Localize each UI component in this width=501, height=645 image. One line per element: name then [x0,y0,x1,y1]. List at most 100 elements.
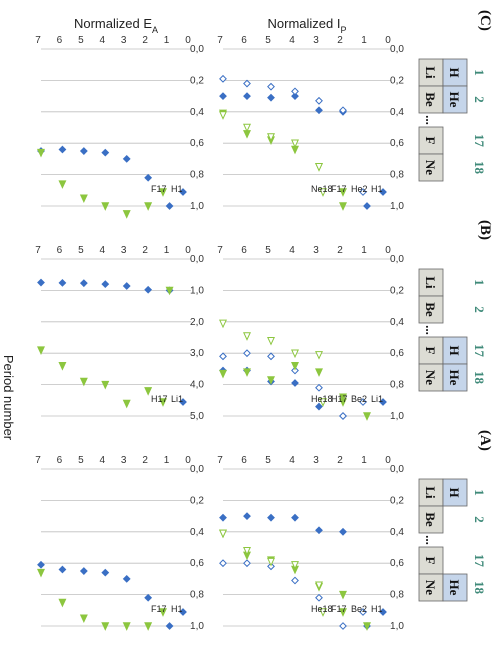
y-tick-label: 0,6 [390,348,404,359]
data-point [165,202,174,210]
data-point [267,93,275,102]
x-tick-label: 7 [35,35,41,46]
data-point [339,106,347,115]
group-label: 1 [472,279,487,286]
legend-label: Ne18 [311,184,333,194]
x-tick-label: 7 [35,455,41,466]
data-point [37,278,45,287]
table-cell-label: Ne [423,370,438,385]
y-tick-label: 0,4 [190,527,204,538]
x-tick-label: 5 [265,245,271,256]
data-point [339,527,347,536]
table-cell-label: He [447,370,462,386]
data-point [339,590,347,600]
data-point [144,593,153,602]
x-tick-label: 2 [337,245,343,256]
x-tick-label: 3 [313,245,319,256]
x-tick-label: 7 [217,245,223,256]
data-point [219,559,227,568]
x-tick-label: 2 [142,245,148,256]
x-tick-label: 4 [100,455,106,466]
legend-marker [319,608,327,617]
legend-label: H1 [171,604,183,614]
x-tick-label: 3 [121,35,127,46]
table-cell-label: Be [423,512,438,527]
y-tick-label: 0,8 [390,590,404,601]
y-tick-label: 0,0 [390,254,404,265]
y-tick-label: 0,6 [390,558,404,569]
table-cell [418,153,444,182]
data-point [122,622,131,631]
table-cell [442,573,468,602]
group-label: 17 [472,344,487,358]
legend-label: F17 [331,604,347,614]
chart-a-2: 0,0 0,2 0,4 0,6 0,8 1,0 0 1 2 3 4 5 6 7 H1 F17 [35,455,204,632]
data-point [58,145,67,154]
data-point [267,376,275,385]
table-cell-label: F [423,137,438,145]
y-tick-label: 0,8 [390,380,404,391]
data-point [79,279,88,288]
y-tick-label: 0,4 [390,317,404,328]
data-point [144,622,153,631]
data-point [291,362,299,371]
x-tick-label: 5 [265,455,271,466]
y-tick-label: 0,0 [390,44,404,55]
data-point [267,82,275,91]
data-point [291,139,299,149]
data-point [122,282,131,290]
legend-marker [179,608,187,616]
data-point [79,614,88,624]
x-tick-label: 5 [78,455,84,466]
panel-c: (C)121718LiBe...FNeHHe0,00,20,40,60,81,0… [35,10,493,219]
group-label: 2 [472,306,487,313]
data-point [315,593,323,602]
legend-label: H1 [371,604,383,614]
legend-marker [159,398,167,407]
legend-marker [359,188,367,196]
data-point [79,567,88,575]
y-tick-label: 0,2 [390,285,404,296]
x-tick-label: 1 [361,455,367,466]
legend-label: H17 [331,394,348,404]
panel-label: (A) [477,430,493,451]
table-cell [442,363,468,392]
data-point [243,123,251,133]
x-tick-label: 1 [164,455,170,466]
legend-marker [179,188,187,196]
data-point [267,133,275,142]
table-cell-label: H [447,487,462,497]
data-point [219,529,227,539]
data-point [291,349,299,359]
data-point [219,513,227,522]
legend-label: Be2 [351,604,367,614]
y-tick-label: 4,0 [190,380,204,391]
legend-marker [159,608,167,617]
y-tick-label: 1,0 [190,621,204,632]
y-tick-label: 0,4 [190,107,204,118]
legend-marker [319,398,327,407]
table-cell-label: F [423,347,438,355]
data-point [315,351,323,360]
panel-label: (B) [477,220,493,240]
table-cell-label: Ne [423,580,438,595]
y-tick-label: 0,0 [190,464,204,475]
y-tick-label: 0,8 [390,170,404,181]
x-tick-label: 6 [57,455,63,466]
data-point [219,319,227,329]
table-cell-label: Li [423,66,438,79]
table-cell-label: Be [423,302,438,317]
x-tick-label: 2 [337,35,343,46]
y-tick-label: 0,6 [190,558,204,569]
x-tick-label: 3 [313,35,319,46]
legend-label: F17 [151,604,167,614]
ellipsis: ... [423,535,438,545]
table-cell-label: Be [423,92,438,107]
data-point [58,362,67,371]
group-label: 18 [472,161,487,175]
legend-marker [319,188,327,197]
x-tick-label: 0 [185,455,191,466]
